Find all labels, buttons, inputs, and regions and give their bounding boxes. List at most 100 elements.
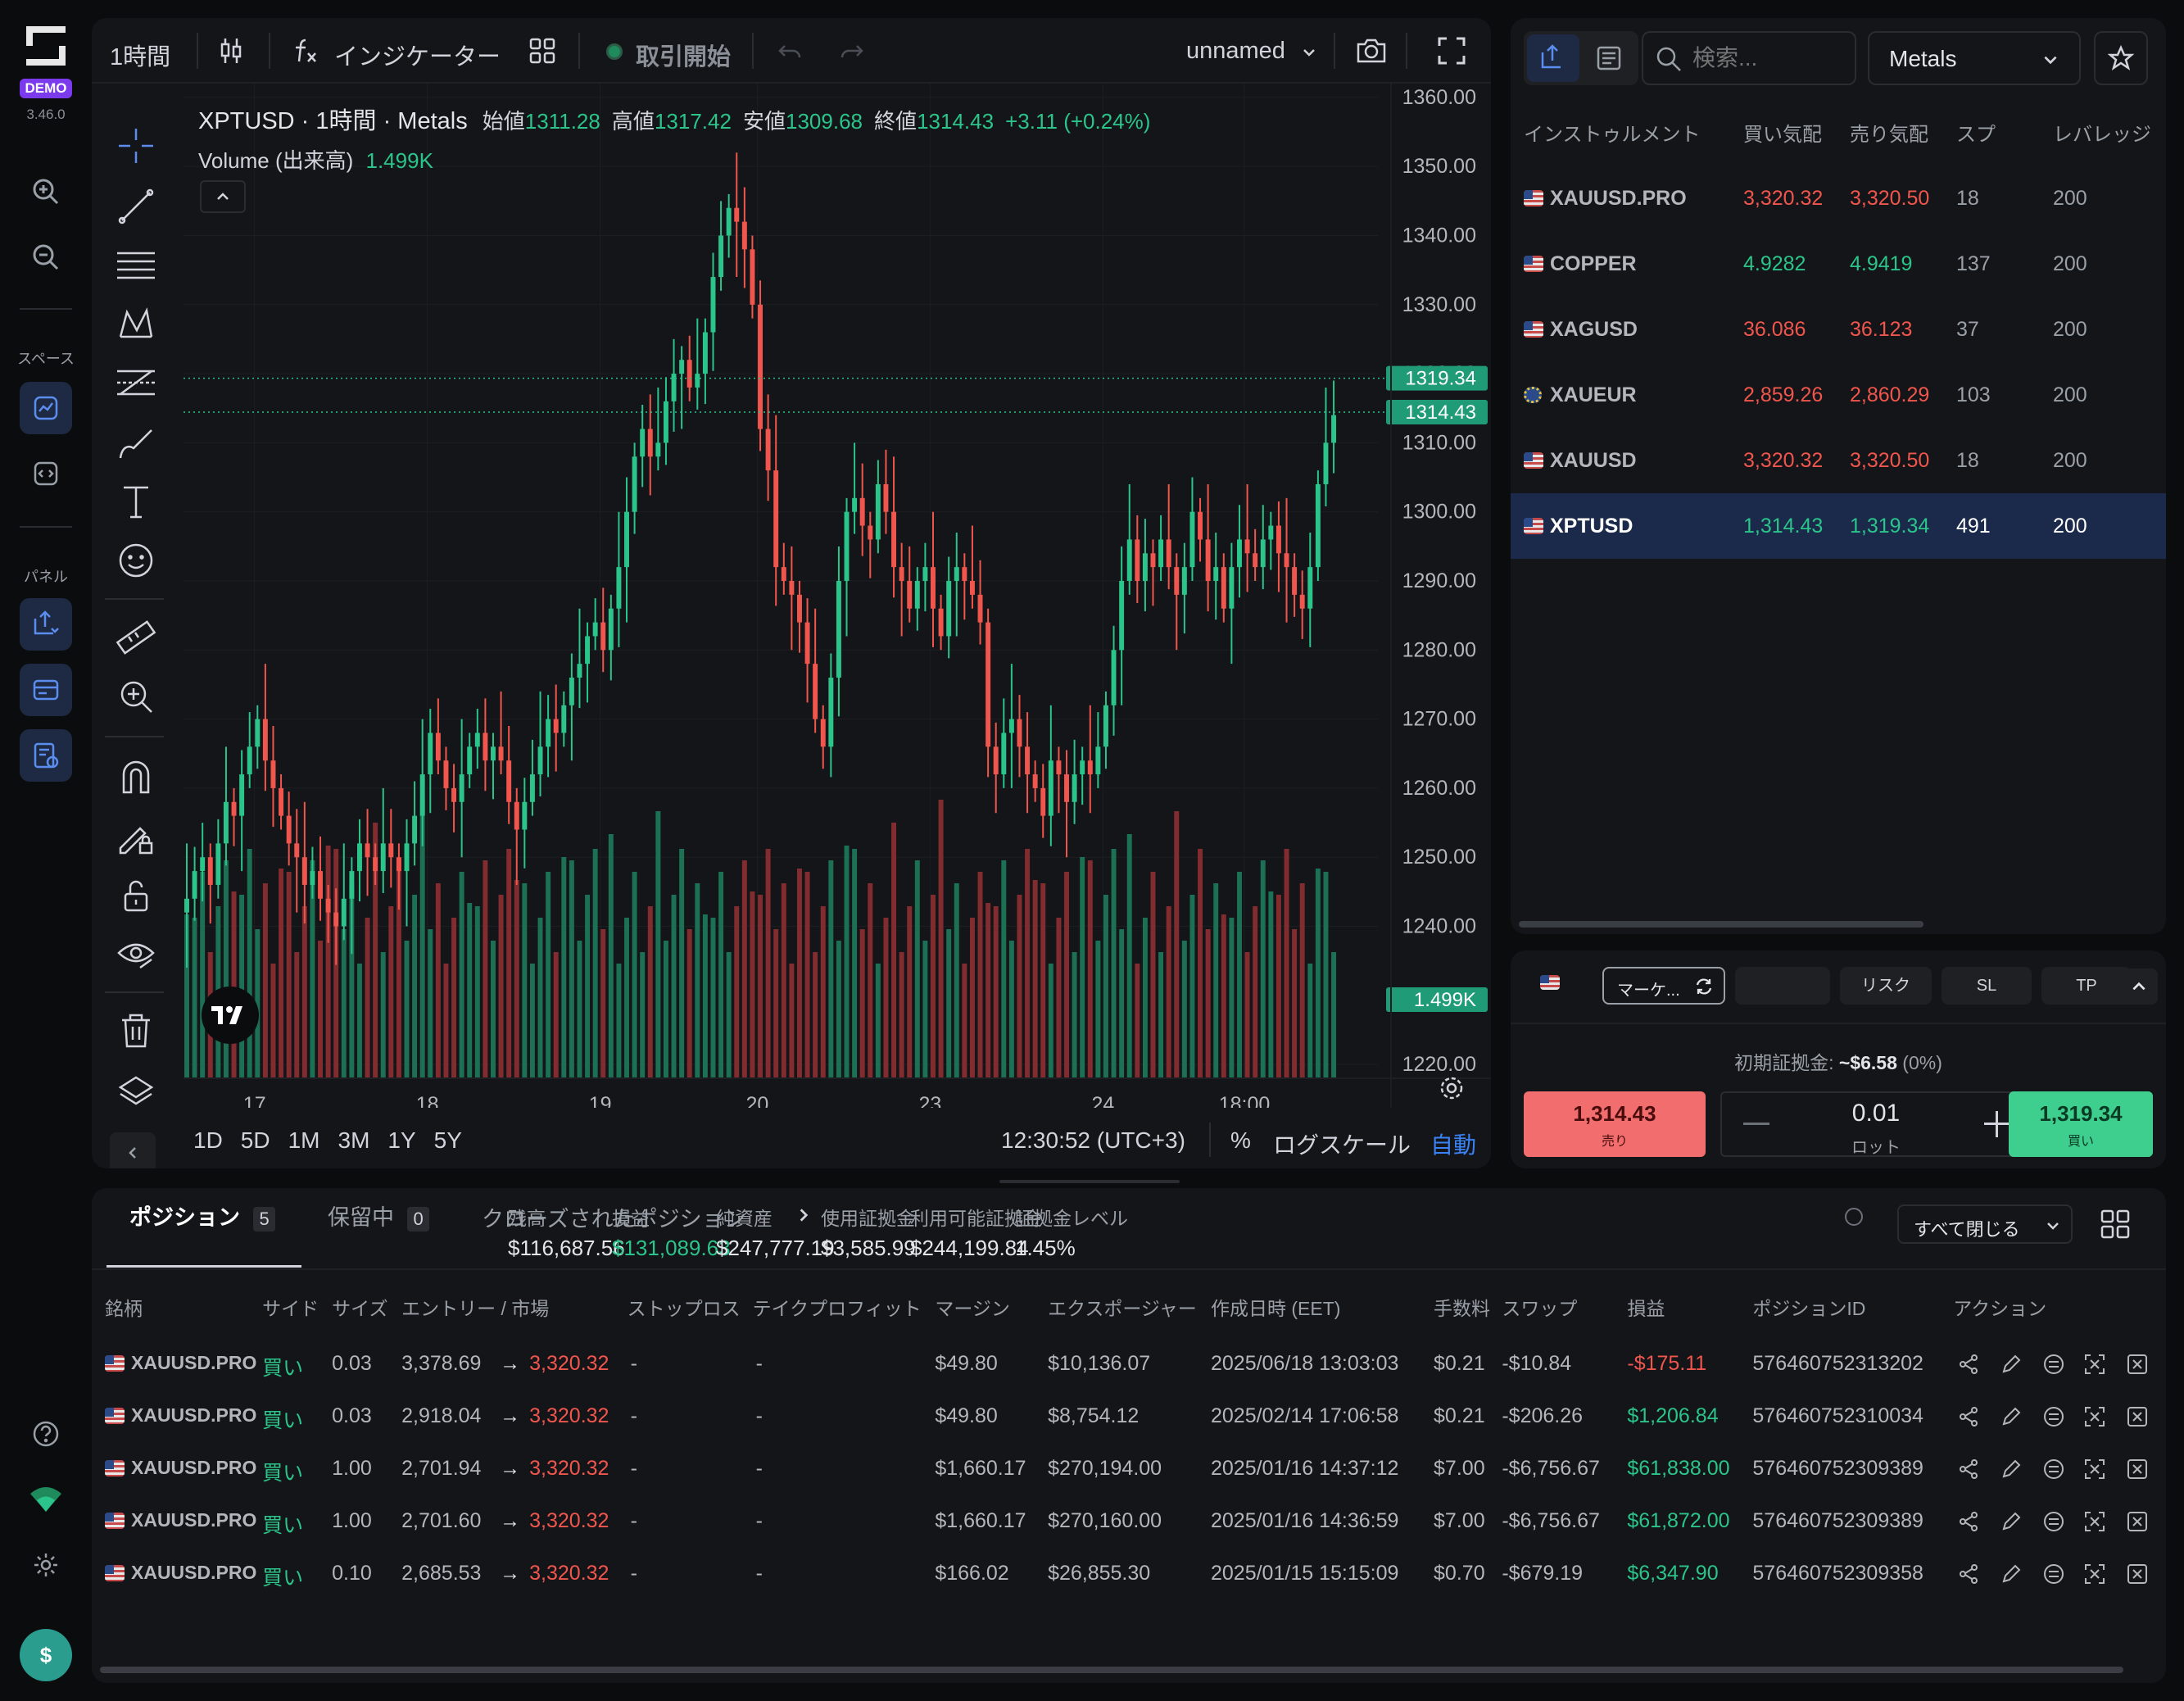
layout-name-button[interactable]: unnamed — [1186, 38, 1285, 64]
partial-close-icon[interactable] — [2043, 1511, 2064, 1532]
watchlist-row[interactable]: COPPER 4.9282 4.9419 137 200 — [1511, 231, 2166, 297]
partial-close-icon[interactable] — [2043, 1458, 2064, 1480]
interval-button[interactable]: 1時間 — [110, 44, 171, 70]
watchlist-row[interactable]: XAGUSD 36.086 36.123 37 200 — [1511, 297, 2166, 362]
position-tp[interactable]: - — [755, 1404, 763, 1427]
close-position-icon[interactable] — [2127, 1406, 2148, 1427]
panel-trade-icon[interactable] — [20, 598, 72, 651]
position-tp[interactable]: - — [755, 1562, 763, 1585]
share-icon[interactable] — [1958, 1563, 1979, 1585]
range-button-3m[interactable]: 3M — [338, 1127, 370, 1153]
collapse-toolbar-button[interactable] — [110, 1132, 156, 1168]
watchlist-row[interactable]: XAUUSD 3,320.32 3,320.50 18 200 — [1511, 428, 2166, 493]
lock-draw-icon[interactable] — [106, 811, 165, 860]
fullscreen-icon[interactable] — [1435, 34, 1468, 67]
plus-icon[interactable] — [1984, 1111, 2010, 1137]
close-all-button[interactable]: すべて閉じる — [1897, 1204, 2073, 1244]
search-input[interactable] — [1692, 41, 1848, 75]
layouts-icon[interactable] — [526, 34, 559, 67]
position-tp[interactable]: - — [755, 1352, 763, 1375]
position-row[interactable]: XAUUSD.PRO 買い 1.00 2,701.94 → 3,320.32- - $1,66… — [105, 1442, 2166, 1495]
reverse-icon[interactable] — [2084, 1511, 2105, 1532]
buy-button-main[interactable]: 1,319.34 買い — [2009, 1091, 2153, 1157]
auto-scale-toggle[interactable]: 自動 — [1430, 1132, 1477, 1158]
position-tp[interactable]: - — [755, 1509, 763, 1532]
emoji-icon[interactable] — [106, 536, 165, 585]
col-size[interactable]: サイズ — [332, 1298, 388, 1319]
reverse-icon[interactable] — [2084, 1563, 2105, 1585]
chart-settings-icon[interactable] — [1435, 1072, 1468, 1105]
col-pnl[interactable]: 損益 — [1627, 1298, 1665, 1319]
crosshair-icon[interactable] — [106, 121, 165, 170]
share-icon[interactable] — [1958, 1354, 1979, 1375]
tab-pending[interactable]: 保留中 0 — [328, 1200, 429, 1232]
app-logo[interactable] — [25, 25, 67, 67]
close-position-icon[interactable] — [2127, 1511, 2148, 1532]
watchlist-row[interactable]: XAUUSD.PRO 3,320.32 3,320.50 18 200 — [1511, 166, 2166, 231]
reverse-icon[interactable] — [2084, 1458, 2105, 1480]
minus-icon[interactable] — [1743, 1123, 1769, 1125]
partial-close-icon[interactable] — [2043, 1354, 2064, 1375]
positions-scrollbar[interactable] — [100, 1667, 2123, 1673]
watchlist-scrollbar[interactable] — [1519, 921, 1923, 928]
range-button-1y[interactable]: 1Y — [387, 1127, 416, 1153]
price-input[interactable] — [1735, 967, 1830, 1005]
space-chart-icon[interactable] — [20, 382, 72, 434]
watchlist-row-selected[interactable]: XPTUSD 1,314.43 1,319.34 491 200 — [1511, 493, 2166, 559]
partial-close-icon[interactable] — [2043, 1563, 2064, 1585]
position-row[interactable]: XAUUSD.PRO 買い 0.10 2,685.53 → 3,320.32- - $166.… — [105, 1547, 2166, 1599]
col-entry-market[interactable]: エントリー / 市場 — [401, 1298, 550, 1319]
position-sl[interactable]: - — [630, 1352, 637, 1375]
position-sl[interactable]: - — [630, 1509, 637, 1532]
grid-view-icon[interactable] — [2097, 1206, 2133, 1242]
edit-icon[interactable] — [2000, 1511, 2022, 1532]
undo-icon[interactable] — [773, 36, 806, 69]
fib-icon[interactable] — [106, 359, 165, 408]
watchlist-list-icon[interactable] — [1527, 34, 1579, 82]
position-sl[interactable]: - — [630, 1457, 637, 1480]
watchlist-row[interactable]: XAUEUR 2,859.26 2,860.29 103 200 — [1511, 362, 2166, 428]
edit-icon[interactable] — [2000, 1406, 2022, 1427]
watchlist-news-icon[interactable] — [1583, 34, 1635, 82]
tab-positions[interactable]: ポジション 5 — [129, 1200, 275, 1232]
edit-icon[interactable] — [2000, 1563, 2022, 1585]
magnet-icon[interactable] — [106, 752, 165, 801]
zoom-in-icon[interactable] — [29, 175, 62, 208]
position-row[interactable]: XAUUSD.PRO 買い 0.03 3,378.69 → 3,320.32- - $49.8… — [105, 1337, 2166, 1390]
favorite-star-icon[interactable] — [2094, 31, 2148, 85]
col-created[interactable]: 作成日時 (EET) — [1211, 1298, 1341, 1319]
sl-button[interactable]: SL — [1942, 967, 2032, 1005]
collapse-legend-button[interactable] — [200, 180, 246, 213]
col-exposure[interactable]: エクスポージャー — [1048, 1298, 1197, 1319]
col-side[interactable]: サイド — [262, 1298, 319, 1319]
reverse-icon[interactable] — [2084, 1354, 2105, 1375]
position-row[interactable]: XAUUSD.PRO 買い 0.03 2,918.04 → 3,320.32- - $49.8… — [105, 1390, 2166, 1442]
log-scale-toggle[interactable]: ログスケール — [1273, 1132, 1411, 1158]
col-fee[interactable]: 手数料 — [1434, 1298, 1491, 1319]
range-button-1m[interactable]: 1M — [288, 1127, 320, 1153]
share-icon[interactable] — [1958, 1511, 1979, 1532]
col-stop-loss[interactable]: ストップロス — [627, 1298, 741, 1319]
chevron-right-icon[interactable] — [791, 1203, 816, 1227]
edit-icon[interactable] — [2000, 1354, 2022, 1375]
search-box[interactable] — [1642, 31, 1856, 85]
candles-icon[interactable] — [215, 34, 247, 67]
text-tool-icon[interactable] — [106, 477, 165, 526]
col-margin[interactable]: マージン — [935, 1298, 1010, 1319]
trade-start-button[interactable]: 取引開始 — [636, 44, 732, 70]
tp-button[interactable]: TP — [2041, 967, 2132, 1005]
layers-icon[interactable] — [106, 1065, 165, 1114]
close-position-icon[interactable] — [2127, 1563, 2148, 1585]
range-button-1d[interactable]: 1D — [193, 1127, 223, 1153]
indicators-icon[interactable] — [288, 34, 321, 67]
col-swap[interactable]: スワップ — [1502, 1298, 1578, 1319]
price-chart[interactable]: 1360.001350.001340.001330.001320.001310.… — [92, 84, 1491, 1108]
trend-line-icon[interactable] — [106, 182, 165, 231]
share-icon[interactable] — [1958, 1458, 1979, 1480]
panel-orders-icon[interactable] — [20, 664, 72, 716]
avatar[interactable]: $ — [20, 1629, 72, 1681]
space-code-icon[interactable] — [20, 447, 72, 500]
col-actions[interactable]: アクション — [1953, 1298, 2047, 1319]
brush-icon[interactable] — [106, 418, 165, 467]
camera-icon[interactable] — [1353, 34, 1389, 67]
